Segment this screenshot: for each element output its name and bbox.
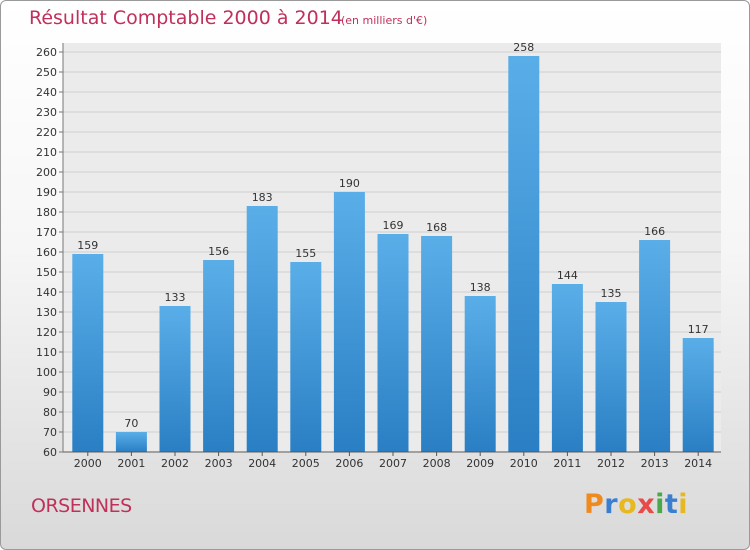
y-tick-label: 240 <box>36 86 57 99</box>
logo-letter: i <box>678 489 689 520</box>
y-tick-label: 100 <box>36 366 57 379</box>
bar-2014[interactable] <box>682 338 714 452</box>
y-tick-label: 230 <box>36 106 57 119</box>
data-label-2003: 156 <box>208 245 229 258</box>
x-tick-label: 2003 <box>205 457 233 470</box>
logo-letter: P <box>584 489 605 520</box>
proxiti-logo[interactable]: Proxiti <box>584 489 688 520</box>
y-tick-label: 110 <box>36 346 57 359</box>
bar-2013[interactable] <box>639 240 671 452</box>
data-label-2001: 70 <box>124 417 138 430</box>
data-label-2007: 169 <box>383 219 404 232</box>
data-label-2010: 258 <box>513 41 534 54</box>
x-tick-label: 2006 <box>335 457 363 470</box>
data-label-2009: 138 <box>470 281 491 294</box>
y-tick-label: 260 <box>36 46 57 59</box>
y-tick-label: 160 <box>36 246 57 259</box>
x-tick-label: 2007 <box>379 457 407 470</box>
bar-2008[interactable] <box>421 236 453 452</box>
bar-2000[interactable] <box>72 254 104 452</box>
x-tick-label: 2005 <box>292 457 320 470</box>
data-label-2005: 155 <box>295 247 316 260</box>
chart-subtitle: (en milliers d'€) <box>341 14 428 27</box>
x-tick-label: 2010 <box>510 457 538 470</box>
bar-2011[interactable] <box>551 284 583 452</box>
x-axis-ticks: 2000 2001 2002 2003 2004 2005 2006 2007 2008 2009… <box>74 452 712 470</box>
bar-2003[interactable] <box>203 260 235 452</box>
x-tick-label: 2004 <box>248 457 276 470</box>
bar-2004[interactable] <box>246 206 278 452</box>
x-tick-label: 2009 <box>466 457 494 470</box>
y-tick-label: 210 <box>36 146 57 159</box>
bar-2005[interactable] <box>290 262 322 452</box>
data-label-2002: 133 <box>165 291 186 304</box>
y-tick-label: 140 <box>36 286 57 299</box>
x-tick-label: 2001 <box>117 457 145 470</box>
y-tick-label: 220 <box>36 126 57 139</box>
bar-2006[interactable] <box>333 192 365 452</box>
y-tick-label: 200 <box>36 166 57 179</box>
data-label-2006: 190 <box>339 177 360 190</box>
place-name: ORSENNES <box>31 495 132 517</box>
y-tick-label: 250 <box>36 66 57 79</box>
x-tick-label: 2002 <box>161 457 189 470</box>
y-axis-ticks: 60 70 80 90 100 110 120 130 140 150 160 170 180 190 20… <box>36 46 63 459</box>
data-labels: 159 70 133 156 183 155 190 169 168 138 258 144 135 16… <box>77 41 708 430</box>
x-tick-label: 2008 <box>423 457 451 470</box>
data-label-2000: 159 <box>77 239 98 252</box>
bar-2007[interactable] <box>377 234 409 452</box>
y-tick-label: 130 <box>36 306 57 319</box>
bar-2002[interactable] <box>159 306 191 452</box>
data-label-2011: 144 <box>557 269 578 282</box>
y-tick-label: 70 <box>43 426 57 439</box>
chart-title: Résultat Comptable 2000 à 2014 <box>29 7 343 29</box>
y-tick-label: 190 <box>36 186 57 199</box>
logo-letter: x <box>637 489 656 520</box>
logo-letter: t <box>664 489 679 520</box>
y-tick-label: 150 <box>36 266 57 279</box>
y-tick-label: 170 <box>36 226 57 239</box>
data-label-2012: 135 <box>601 287 622 300</box>
x-tick-label: 2011 <box>553 457 581 470</box>
y-tick-label: 180 <box>36 206 57 219</box>
bar-2012[interactable] <box>595 302 627 452</box>
x-tick-label: 2012 <box>597 457 625 470</box>
logo-letter: o <box>618 489 638 520</box>
y-tick-label: 90 <box>43 386 57 399</box>
bars <box>72 56 714 452</box>
x-tick-label: 2014 <box>684 457 712 470</box>
x-tick-label: 2013 <box>641 457 669 470</box>
logo-letter: r <box>604 489 619 520</box>
y-tick-label: 80 <box>43 406 57 419</box>
bar-2001[interactable] <box>115 432 147 452</box>
logo-letter: i <box>655 489 665 520</box>
data-label-2014: 117 <box>688 323 709 336</box>
y-tick-label: 60 <box>43 446 57 459</box>
x-tick-label: 2000 <box>74 457 102 470</box>
data-label-2013: 166 <box>644 225 665 238</box>
bar-2010[interactable] <box>508 56 540 452</box>
bar-2009[interactable] <box>464 296 496 452</box>
data-label-2004: 183 <box>252 191 273 204</box>
y-tick-label: 120 <box>36 326 57 339</box>
data-label-2008: 168 <box>426 221 447 234</box>
